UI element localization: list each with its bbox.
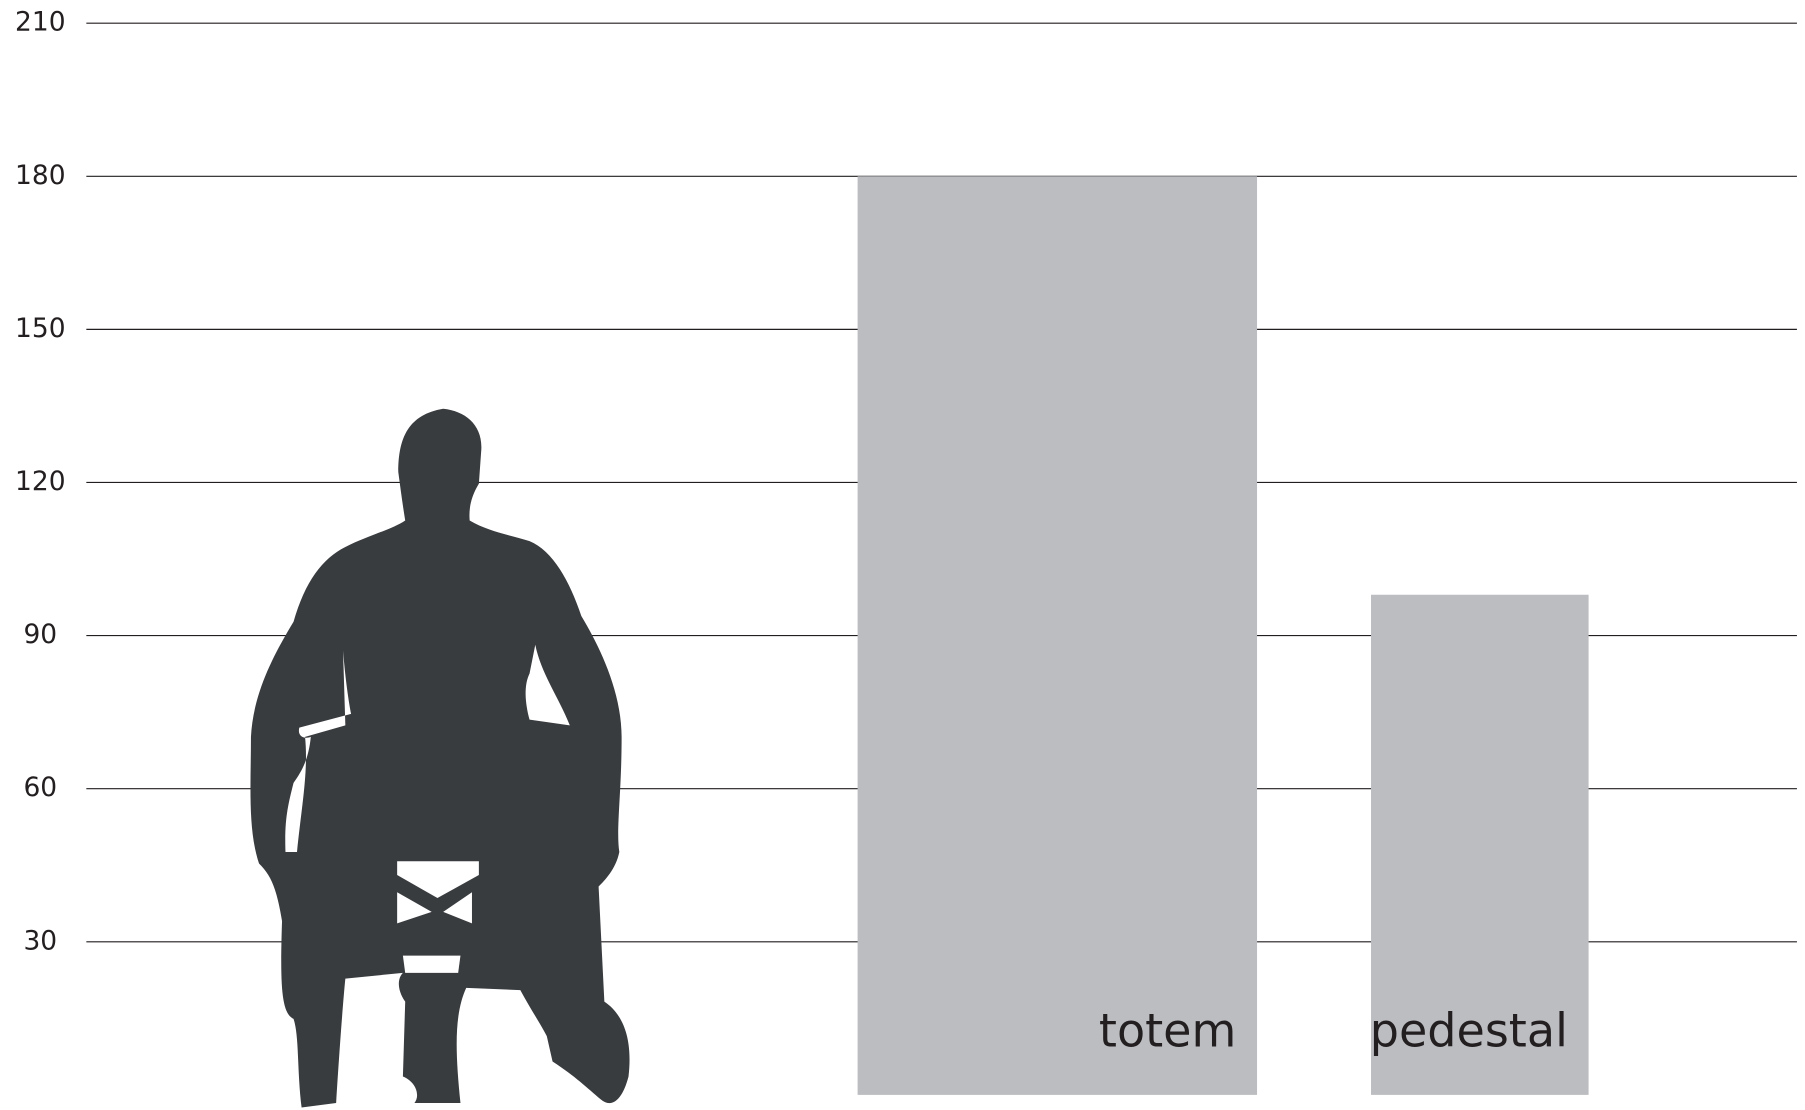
category-label: pedestal: [1370, 1004, 1568, 1058]
wheelchair-cutouts: [285, 644, 570, 973]
bars: [857, 176, 1589, 1095]
y-tick-label: 180: [15, 160, 66, 191]
y-tick-label: 90: [23, 619, 57, 650]
bar: [1371, 594, 1589, 1095]
y-tick-label: 120: [15, 466, 66, 497]
bar: [857, 176, 1258, 1095]
y-tick-label: 210: [15, 7, 66, 38]
y-tick-label: 150: [15, 313, 66, 344]
y-tick-label: 60: [23, 772, 57, 803]
wheelchair-figure: [250, 408, 630, 1108]
category-label: totem: [1099, 1004, 1236, 1058]
category-labels: totem pedestal: [1099, 1004, 1568, 1058]
y-tick-label: 30: [23, 925, 57, 956]
